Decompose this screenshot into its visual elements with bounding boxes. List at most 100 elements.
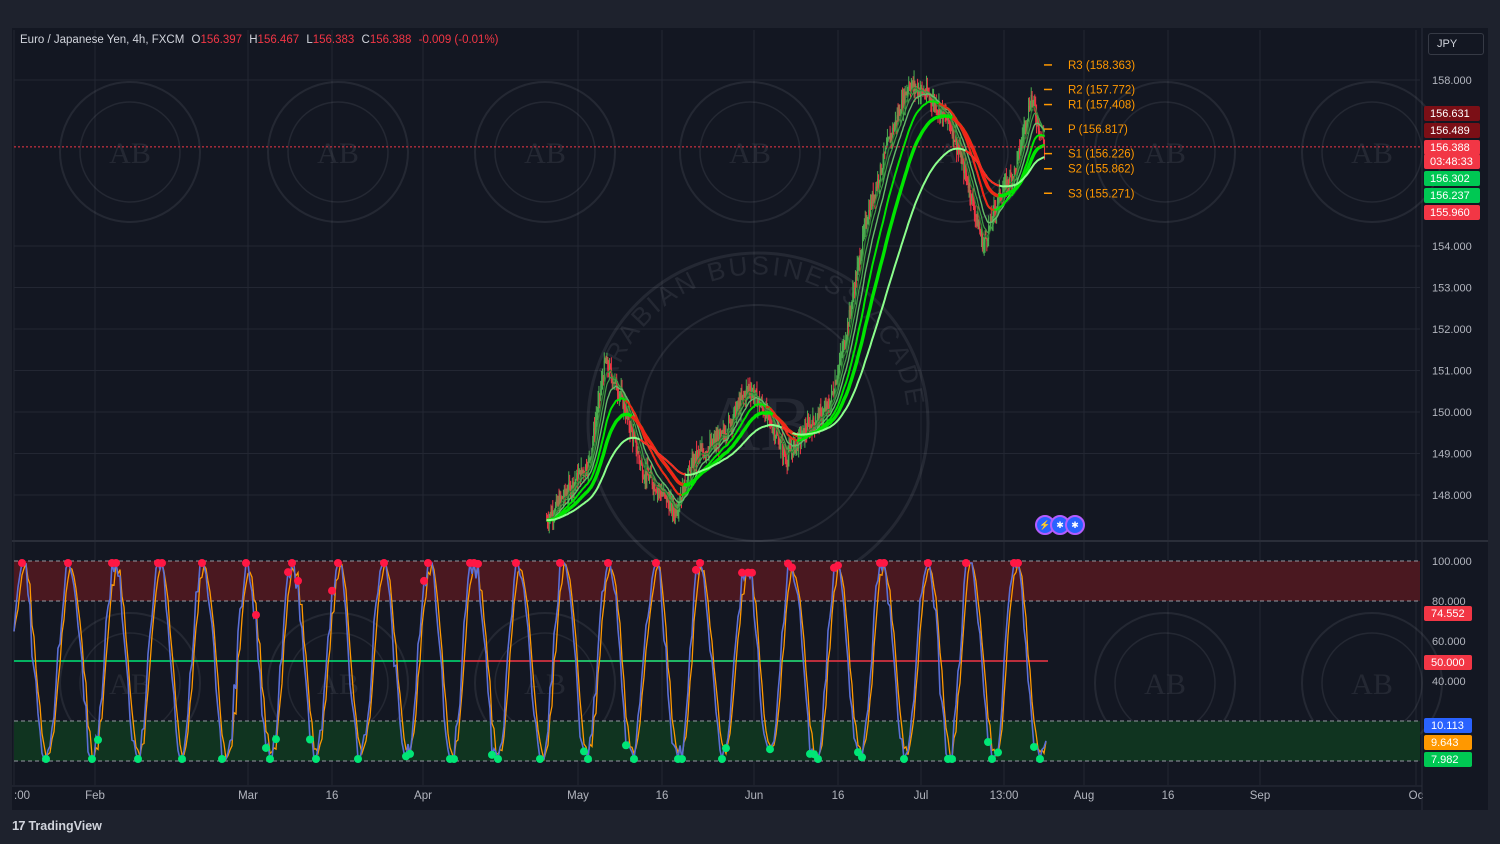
candle-body <box>1027 118 1029 124</box>
moving-average-down-segment <box>669 483 673 486</box>
candle-body <box>571 481 573 491</box>
candle-body <box>730 421 732 428</box>
candle-body <box>781 441 783 443</box>
currency-button[interactable]: JPY <box>1428 33 1484 55</box>
candle-body <box>680 497 682 499</box>
x-axis-tick-label: Apr <box>414 790 432 802</box>
stoch-oversold-dot <box>900 755 908 763</box>
candle-body <box>694 457 696 464</box>
moving-average-down-segment <box>664 463 668 467</box>
candle-body <box>732 419 734 426</box>
moving-average-down-segment <box>975 160 978 163</box>
candle-body <box>956 136 958 151</box>
moving-average-down-segment <box>647 444 650 447</box>
candle-body <box>823 409 825 412</box>
candle-body <box>774 428 776 438</box>
candle-body <box>580 467 582 480</box>
stoch-oversold-dot <box>450 755 458 763</box>
candle-body <box>869 210 871 216</box>
price-scale-tag-text: 156.302 <box>1430 173 1470 185</box>
y-axis-tick-label: 149.000 <box>1432 449 1472 461</box>
candle-body <box>952 127 954 136</box>
candle-body <box>745 389 747 399</box>
moving-average-down-segment <box>649 441 653 445</box>
symbol-title[interactable]: Euro / Japanese Yen, 4h, FXCM <box>20 34 185 46</box>
stoch-oversold-dot <box>630 755 638 763</box>
candle-body <box>862 232 864 235</box>
moving-average-down-segment <box>642 441 645 444</box>
moving-average-down-segment <box>972 156 976 160</box>
candle-body <box>739 401 741 410</box>
moving-average-down-segment <box>674 467 677 471</box>
candle-body <box>1021 138 1023 141</box>
candle-body <box>933 98 935 101</box>
stoch-overbought-dot <box>738 568 746 577</box>
candle-body <box>585 464 587 474</box>
candle-body <box>713 438 715 442</box>
moving-average-down-segment <box>980 173 985 177</box>
candle-body <box>850 310 852 312</box>
price-scale-tag-text: 156.631 <box>1430 108 1470 120</box>
candle-body <box>690 465 692 477</box>
moving-average-down-segment <box>982 193 986 198</box>
stochastic-k-line <box>13 559 1047 762</box>
moving-average-down-segment <box>640 427 644 431</box>
candle-body <box>681 486 683 499</box>
candle-body <box>830 400 832 410</box>
candle-body <box>619 393 621 395</box>
moving-average-down-segment <box>974 155 979 160</box>
stoch-scale-tag-text: 7.982 <box>1431 754 1459 766</box>
stoch-scale-tag-text: 74.552 <box>1431 608 1465 620</box>
moving-average-down-segment <box>664 457 667 461</box>
candle-body <box>591 448 593 457</box>
candle-body <box>867 220 869 224</box>
moving-average-down-segment <box>666 477 670 481</box>
candle-body <box>997 194 999 204</box>
candle-body <box>680 497 682 502</box>
stoch-oversold-dot <box>178 755 186 763</box>
moving-average-down-segment <box>664 458 668 461</box>
candle-body <box>824 407 826 410</box>
tradingview-brand[interactable]: 17 TradingView <box>12 818 102 833</box>
moving-average-down-segment <box>667 468 672 473</box>
watermark-monogram: AB <box>1351 668 1393 701</box>
y-axis-tick-label: 154.000 <box>1432 241 1472 253</box>
candle-body <box>753 395 755 399</box>
candle-body <box>696 452 698 460</box>
watermark-seal <box>474 81 616 223</box>
candle-body <box>741 395 743 398</box>
moving-average-down-segment <box>635 420 640 424</box>
candle-body <box>748 386 750 389</box>
candle-body <box>722 430 724 433</box>
candle-body <box>807 422 809 425</box>
candle-body <box>810 425 812 428</box>
candle-body <box>557 500 559 505</box>
candle-body <box>779 446 781 448</box>
candle-body <box>657 489 659 491</box>
moving-average-down-segment <box>990 180 993 184</box>
moving-average-down-segment <box>631 409 635 412</box>
moving-average-down-segment <box>968 152 971 155</box>
candle-body <box>744 394 746 399</box>
candle-body <box>778 437 780 448</box>
event-icons[interactable]: ⚡ ✱ ✱ <box>1035 515 1085 535</box>
watermark-seal-inner <box>287 101 389 203</box>
x-axis-tick-label: 16 <box>656 790 669 802</box>
candle-body <box>590 456 592 459</box>
moving-average-down-segment <box>661 455 664 459</box>
moving-average-down-segment <box>769 407 772 410</box>
moving-average-down-segment <box>627 402 630 405</box>
event-icon[interactable]: ✱ <box>1065 515 1085 535</box>
moving-average-down-segment <box>781 422 785 426</box>
chart-area[interactable] <box>12 28 1488 810</box>
candle-body <box>877 178 879 188</box>
moving-average-down-segment <box>668 469 673 474</box>
candle-body <box>599 393 601 397</box>
candle-body <box>613 382 615 384</box>
candle-body <box>925 95 927 97</box>
moving-average-down-segment <box>947 107 950 110</box>
candle-body <box>967 182 969 189</box>
candle-body <box>736 402 738 410</box>
watermark-monogram: AB <box>317 137 359 170</box>
